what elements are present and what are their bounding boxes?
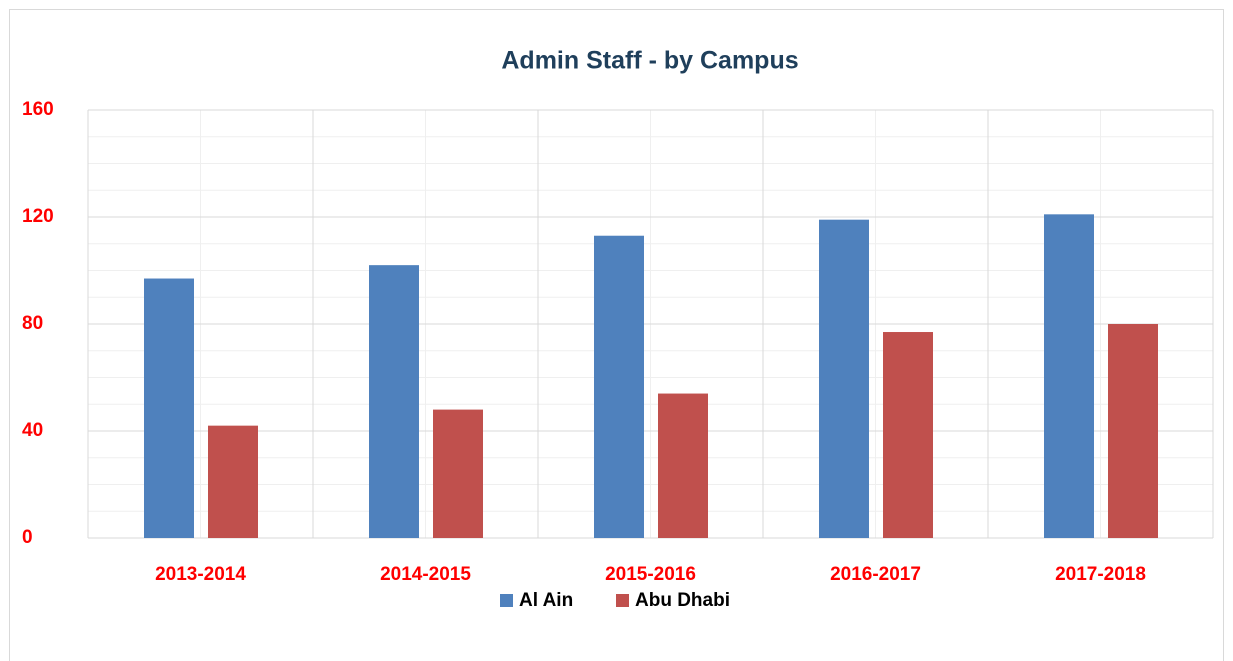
y-tick-label: 40 xyxy=(22,420,43,441)
x-tick-label: 2013-2014 xyxy=(155,564,246,585)
legend-swatch xyxy=(616,594,629,607)
bar xyxy=(594,235,644,538)
x-tick-label: 2017-2018 xyxy=(1055,564,1146,585)
y-tick-label: 0 xyxy=(22,527,33,548)
y-tick-label: 80 xyxy=(22,313,43,334)
bar xyxy=(883,332,933,538)
y-tick-label: 160 xyxy=(22,99,54,120)
x-tick-label: 2016-2017 xyxy=(830,564,921,585)
x-tick-label: 2015-2016 xyxy=(605,564,696,585)
bar xyxy=(1044,214,1094,538)
bar xyxy=(1108,324,1158,538)
x-tick-label: 2014-2015 xyxy=(380,564,471,585)
legend-swatch xyxy=(500,594,513,607)
y-tick-label: 120 xyxy=(22,206,54,227)
bar xyxy=(658,393,708,538)
legend-label: Al Ain xyxy=(519,590,573,611)
bar xyxy=(433,409,483,538)
bar xyxy=(819,219,869,539)
bar xyxy=(144,278,194,538)
bar xyxy=(208,425,258,538)
chart-title: Admin Staff - by Campus xyxy=(501,47,798,75)
bar xyxy=(369,265,419,538)
legend-label: Abu Dhabi xyxy=(635,590,730,611)
